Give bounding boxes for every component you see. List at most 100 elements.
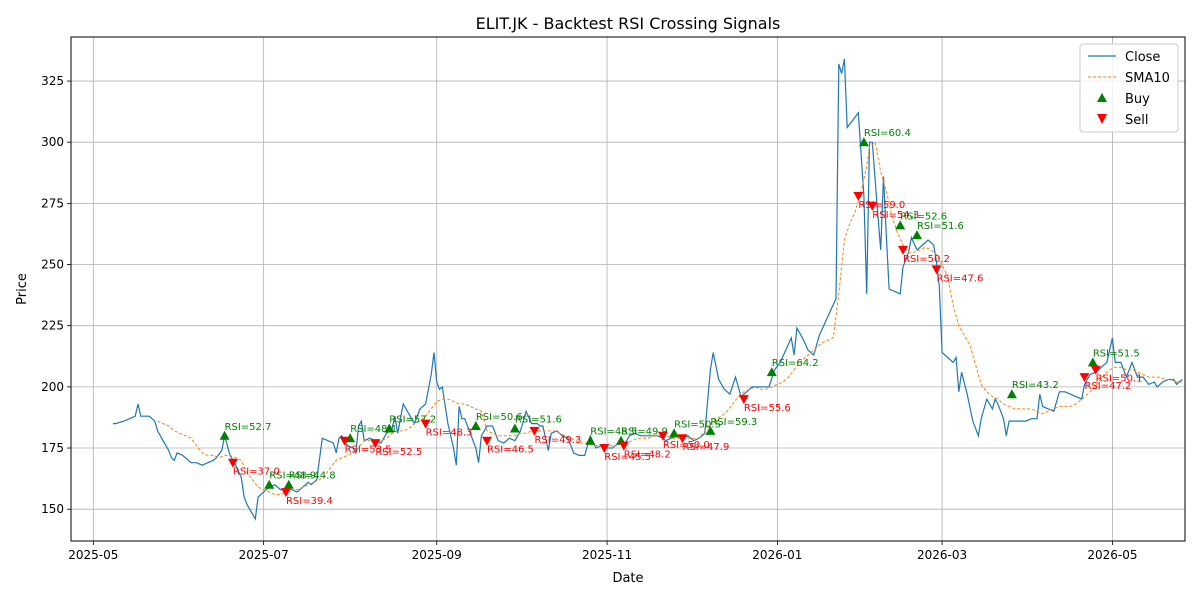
x-tick-label: 2025-05 <box>68 548 118 562</box>
buy-signal-marker <box>219 430 230 440</box>
sell-signal-label: RSI=47.2 <box>1084 381 1131 392</box>
sell-signal-label: RSI=37.0 <box>233 467 280 478</box>
buy-signal-marker <box>858 137 869 147</box>
sell-signal-marker <box>529 426 540 436</box>
buy-signal-marker <box>705 425 716 435</box>
sell-signal-label: RSI=59.0 <box>858 200 905 211</box>
buy-signal-label: RSI=52.6 <box>900 211 947 222</box>
y-tick-label: 175 <box>41 441 64 455</box>
x-tick-label: 2025-09 <box>412 548 462 562</box>
sell-signal-marker <box>618 441 629 451</box>
axis-layer: 2025-05 2025-07 2025-09 2025-11 2026-01 2026-… <box>41 74 1137 562</box>
buy-signal-label: RSI=48.9 <box>269 471 316 482</box>
buy-signal-marker <box>1006 389 1017 399</box>
buy-signal-label: RSI=51.6 <box>917 221 964 232</box>
sell-signal-marker <box>867 201 878 211</box>
sell-signal-label: RSI=47.6 <box>937 273 984 284</box>
sell-signal-marker <box>599 444 610 454</box>
x-tick-label: 2025-11 <box>582 548 632 562</box>
buy-signal-label: RSI=48.5 <box>590 427 637 438</box>
buy-signal-label: RSI=51.5 <box>1093 348 1140 359</box>
buy-signal-label: RSI=50.5 <box>674 419 721 430</box>
legend-close-label: Close <box>1125 50 1160 65</box>
sell-signal-label: RSI=46.5 <box>487 445 534 456</box>
sell-signal-label: RSI=52.5 <box>375 447 422 458</box>
legend-buy-label: Buy <box>1125 92 1150 107</box>
sell-signal-marker <box>677 434 688 444</box>
buy-signal-marker <box>283 479 294 489</box>
sell-signal-label: RSI=50.2 <box>903 254 950 265</box>
sell-signal-label: RSI=54.3 <box>872 210 919 221</box>
sell-signal-label: RSI=48.3 <box>426 428 473 439</box>
buy-signal-label: RSI=50.6 <box>476 412 523 423</box>
sell-signal-label: RSI=53.5 <box>345 445 392 456</box>
sell-signal-label: RSI=55.6 <box>744 403 791 414</box>
buy-signal-marker <box>384 423 395 433</box>
buy-signal-marker <box>911 230 922 240</box>
sell-signal-marker <box>931 265 942 275</box>
plot-layer <box>112 58 1183 521</box>
buy-signal-label: RSI=51.6 <box>515 414 562 425</box>
sell-signal-marker <box>227 458 238 468</box>
x-tick-label: 2026-03 <box>917 548 967 562</box>
sell-signal-marker <box>1079 373 1090 383</box>
sell-signal-label: RSI=47.9 <box>682 442 729 453</box>
buy-signal-marker <box>470 421 481 431</box>
buy-signal-label: RSI=59.3 <box>710 417 757 428</box>
buy-signal-marker <box>766 367 777 377</box>
buy-signal-marker <box>669 428 680 438</box>
sell-signal-label: RSI=49.3 <box>534 435 581 446</box>
sell-signal-marker <box>339 436 350 446</box>
x-tick-label: 2026-05 <box>1087 548 1137 562</box>
y-tick-label: 325 <box>41 74 64 88</box>
y-tick-label: 150 <box>41 502 64 516</box>
sell-signal-marker <box>280 488 291 498</box>
buy-signal-label: RSI=44.8 <box>289 471 336 482</box>
y-tick-label: 225 <box>41 319 64 333</box>
legend: Close SMA10 Buy Sell <box>1079 43 1179 133</box>
sell-signal-marker <box>657 431 668 441</box>
legend-sma10-label: SMA10 <box>1125 71 1170 86</box>
sell-signal-marker <box>738 395 749 405</box>
grid-layer <box>71 37 1185 541</box>
buy-signal-marker <box>585 435 596 445</box>
buy-signal-label: RSI=43.2 <box>1012 380 1059 391</box>
plot-frame <box>70 36 1186 542</box>
buy-signal-label: RSI=60.4 <box>864 128 911 139</box>
legend-box <box>1079 43 1179 133</box>
sell-signal-label: RSI=45.5 <box>604 452 651 463</box>
sell-signal-marker <box>482 436 493 446</box>
sell-signal-marker <box>1090 365 1101 375</box>
sell-signal-marker <box>853 192 864 202</box>
sell-signal-marker <box>370 439 381 449</box>
buy-signal-label: RSI=49.9 <box>621 427 668 438</box>
x-tick-label: 2026-01 <box>752 548 802 562</box>
y-axis-label: Price <box>15 273 30 305</box>
sell-signal-marker <box>898 245 909 255</box>
buy-signal-label: RSI=52.7 <box>225 422 272 433</box>
buy-signal-marker <box>895 220 906 230</box>
y-tick-label: 250 <box>41 258 64 272</box>
close-price-line <box>112 58 1183 521</box>
buy-signal-label: RSI=48.1 <box>350 424 397 435</box>
sell-signal-label: RSI=50.1 <box>1096 374 1143 385</box>
buy-signal-marker <box>264 479 275 489</box>
y-tick-label: 300 <box>41 135 64 149</box>
x-tick-label: 2025-07 <box>239 548 289 562</box>
legend-sell-marker <box>1097 114 1107 124</box>
sell-signal-marker <box>420 419 431 429</box>
sell-signal-label: RSI=50.0 <box>663 440 710 451</box>
sell-signal-label: RSI=48.2 <box>624 450 671 461</box>
legend-sell-label: Sell <box>1125 113 1148 128</box>
y-tick-label: 275 <box>41 196 64 210</box>
buy-signal-label: RSI=64.2 <box>772 358 819 369</box>
legend-buy-marker <box>1097 93 1107 102</box>
buy-signal-marker <box>509 423 520 433</box>
chart-title: ELIT.JK - Backtest RSI Crossing Signals <box>476 14 781 33</box>
sell-signal-label: RSI=39.4 <box>286 496 333 507</box>
x-axis-label: Date <box>612 571 643 586</box>
